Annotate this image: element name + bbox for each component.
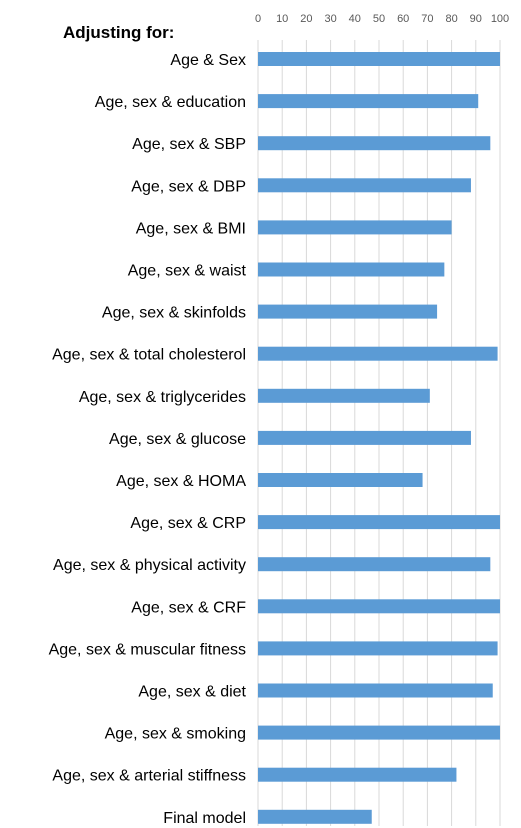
bar bbox=[258, 136, 491, 151]
x-axis-ticks: 0 10 20 30 40 50 60 70 80 90 100 bbox=[255, 13, 509, 25]
bar bbox=[258, 178, 471, 193]
category-labels: Age & Sex Age, sex & education Age, sex & … bbox=[49, 52, 247, 827]
category-label: Age, sex & education bbox=[95, 94, 246, 111]
chart-heading: Adjusting for: bbox=[63, 23, 174, 42]
category-label: Age, sex & arterial stiffness bbox=[52, 768, 246, 785]
bar bbox=[258, 809, 372, 824]
category-label: Age, sex & total cholesterol bbox=[52, 347, 246, 364]
category-label: Age, sex & HOMA bbox=[116, 473, 246, 490]
bars bbox=[258, 52, 500, 824]
category-label: Age, sex & physical activity bbox=[53, 557, 246, 574]
category-label: Age & Sex bbox=[170, 52, 246, 69]
bar bbox=[258, 725, 500, 740]
bar bbox=[258, 388, 430, 403]
bar bbox=[258, 767, 457, 782]
bar bbox=[258, 304, 438, 319]
category-label: Age, sex & CRF bbox=[131, 599, 246, 616]
bar bbox=[258, 262, 445, 277]
bar bbox=[258, 346, 498, 361]
category-label: Age, sex & muscular fitness bbox=[49, 641, 246, 658]
x-tick-label: 90 bbox=[470, 13, 482, 25]
bar bbox=[258, 641, 498, 656]
category-label: Age, sex & SBP bbox=[132, 136, 246, 153]
bar bbox=[258, 515, 500, 530]
bar bbox=[258, 683, 493, 698]
x-tick-label: 70 bbox=[421, 13, 433, 25]
x-tick-label: 60 bbox=[397, 13, 409, 25]
category-label: Age, sex & waist bbox=[128, 263, 247, 280]
x-tick-label: 30 bbox=[324, 13, 336, 25]
category-label: Age, sex & BMI bbox=[136, 220, 246, 237]
bar bbox=[258, 473, 423, 487]
category-label: Age, sex & CRP bbox=[130, 515, 246, 532]
bar bbox=[258, 557, 491, 572]
x-tick-label: 80 bbox=[445, 13, 457, 25]
category-label: Age, sex & glucose bbox=[109, 431, 246, 448]
category-label: Age, sex & DBP bbox=[131, 178, 246, 195]
category-label: Age, sex & triglycerides bbox=[79, 389, 246, 406]
x-tick-label: 0 bbox=[255, 13, 261, 25]
category-label: Age, sex & skinfolds bbox=[102, 305, 246, 322]
x-tick-label: 100 bbox=[491, 13, 509, 25]
category-label: Final model bbox=[163, 810, 246, 827]
category-label: Age, sex & smoking bbox=[105, 726, 246, 743]
bar bbox=[258, 430, 471, 445]
x-tick-label: 20 bbox=[300, 13, 312, 25]
bar bbox=[258, 52, 500, 66]
bar bbox=[258, 220, 452, 235]
bar bbox=[258, 599, 500, 614]
x-tick-label: 40 bbox=[349, 13, 361, 25]
bar bbox=[258, 94, 479, 109]
category-label: Age, sex & diet bbox=[138, 684, 246, 701]
x-tick-label: 50 bbox=[373, 13, 385, 25]
x-tick-label: 10 bbox=[276, 13, 288, 25]
